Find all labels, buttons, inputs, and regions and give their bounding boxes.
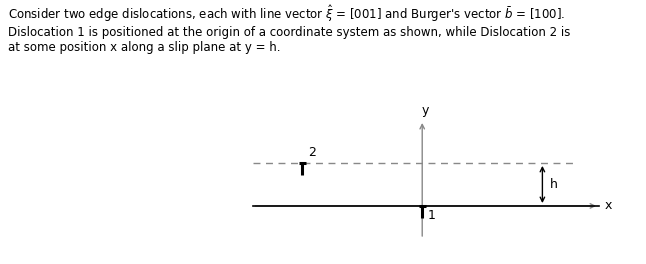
Text: Consider two edge dislocations, each with line vector $\hat{\xi}$ = [001] and Bu: Consider two edge dislocations, each wit… — [8, 3, 570, 54]
Text: y: y — [422, 104, 430, 117]
Text: x: x — [605, 199, 612, 213]
Text: 2: 2 — [307, 146, 315, 159]
Text: h: h — [550, 178, 557, 191]
Text: 1: 1 — [428, 209, 436, 222]
